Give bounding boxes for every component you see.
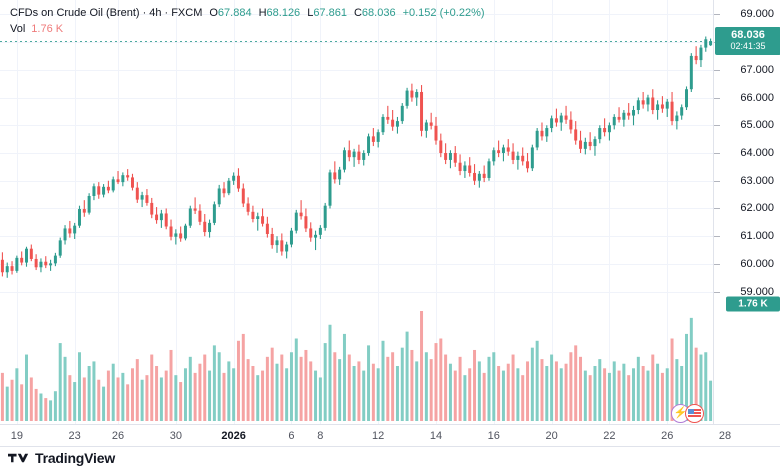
price-tick-dash bbox=[714, 292, 720, 293]
time-tick-label: 26 bbox=[111, 430, 125, 442]
price-tick-label: 61.000 bbox=[740, 230, 774, 243]
price-tick-label: 59.000 bbox=[740, 285, 774, 298]
bottom-bar: TradingView bbox=[0, 446, 780, 470]
price-tick-label: 64.000 bbox=[740, 147, 774, 159]
bar-countdown: 02:41:35 bbox=[730, 41, 766, 52]
current-volume-badge: 1.76 K bbox=[726, 296, 780, 312]
price-tick-label: 60.000 bbox=[740, 257, 774, 270]
candlestick-svg bbox=[0, 0, 713, 424]
price-tick-label: 63.000 bbox=[740, 174, 774, 187]
time-tick-label: 30 bbox=[169, 430, 182, 442]
time-tick-label: 14 bbox=[429, 430, 443, 442]
price-tick-dash bbox=[714, 98, 720, 99]
price-tick-dash bbox=[714, 208, 720, 209]
time-tick-label: 8 bbox=[317, 430, 324, 442]
chart-status-badges: ⚡ bbox=[671, 404, 704, 423]
price-tick-dash bbox=[714, 236, 720, 237]
price-tick-label: 65.000 bbox=[740, 119, 774, 132]
price-tick-label: 66.000 bbox=[740, 91, 774, 104]
time-tick-label: 20 bbox=[545, 430, 558, 442]
time-tick-label: 19 bbox=[10, 430, 23, 442]
tradingview-logo[interactable]: TradingView bbox=[8, 450, 115, 466]
price-tick-label: 69.000 bbox=[740, 8, 774, 21]
time-tick-label: 12 bbox=[372, 430, 385, 442]
price-tick-dash bbox=[714, 14, 720, 15]
price-tick-label: 62.000 bbox=[740, 202, 774, 215]
time-tick-label: 2026 bbox=[221, 430, 246, 442]
chart-plot-area[interactable] bbox=[0, 0, 713, 424]
price-tick-dash bbox=[714, 125, 720, 126]
time-tick-label: 6 bbox=[288, 430, 295, 442]
flag-graphic bbox=[688, 409, 701, 418]
time-tick-label: 23 bbox=[68, 430, 81, 442]
current-price-value: 68.036 bbox=[731, 29, 765, 42]
time-tick-label: 28 bbox=[718, 430, 732, 442]
price-tick-dash bbox=[714, 181, 720, 182]
us-flag-icon[interactable] bbox=[685, 404, 704, 423]
current-price-badge: 68.036 02:41:35 bbox=[715, 27, 780, 56]
time-tick-label: 26 bbox=[661, 430, 674, 442]
price-axis[interactable]: 69.00068.00067.00066.00065.00064.00063.0… bbox=[713, 0, 780, 424]
price-tick-dash bbox=[714, 264, 720, 265]
tradingview-wordmark: TradingView bbox=[35, 450, 116, 466]
time-axis[interactable]: 19 23 26 30 2026 6 8 12 14 16 20 22 26 28 bbox=[0, 424, 780, 446]
price-tick-dash bbox=[714, 70, 720, 71]
time-tick-label: 22 bbox=[603, 430, 616, 442]
tradingview-mark-icon bbox=[8, 453, 29, 463]
price-tick-label: 67.000 bbox=[740, 63, 774, 76]
time-tick-label: 16 bbox=[487, 430, 500, 442]
price-tick-dash bbox=[714, 153, 720, 154]
